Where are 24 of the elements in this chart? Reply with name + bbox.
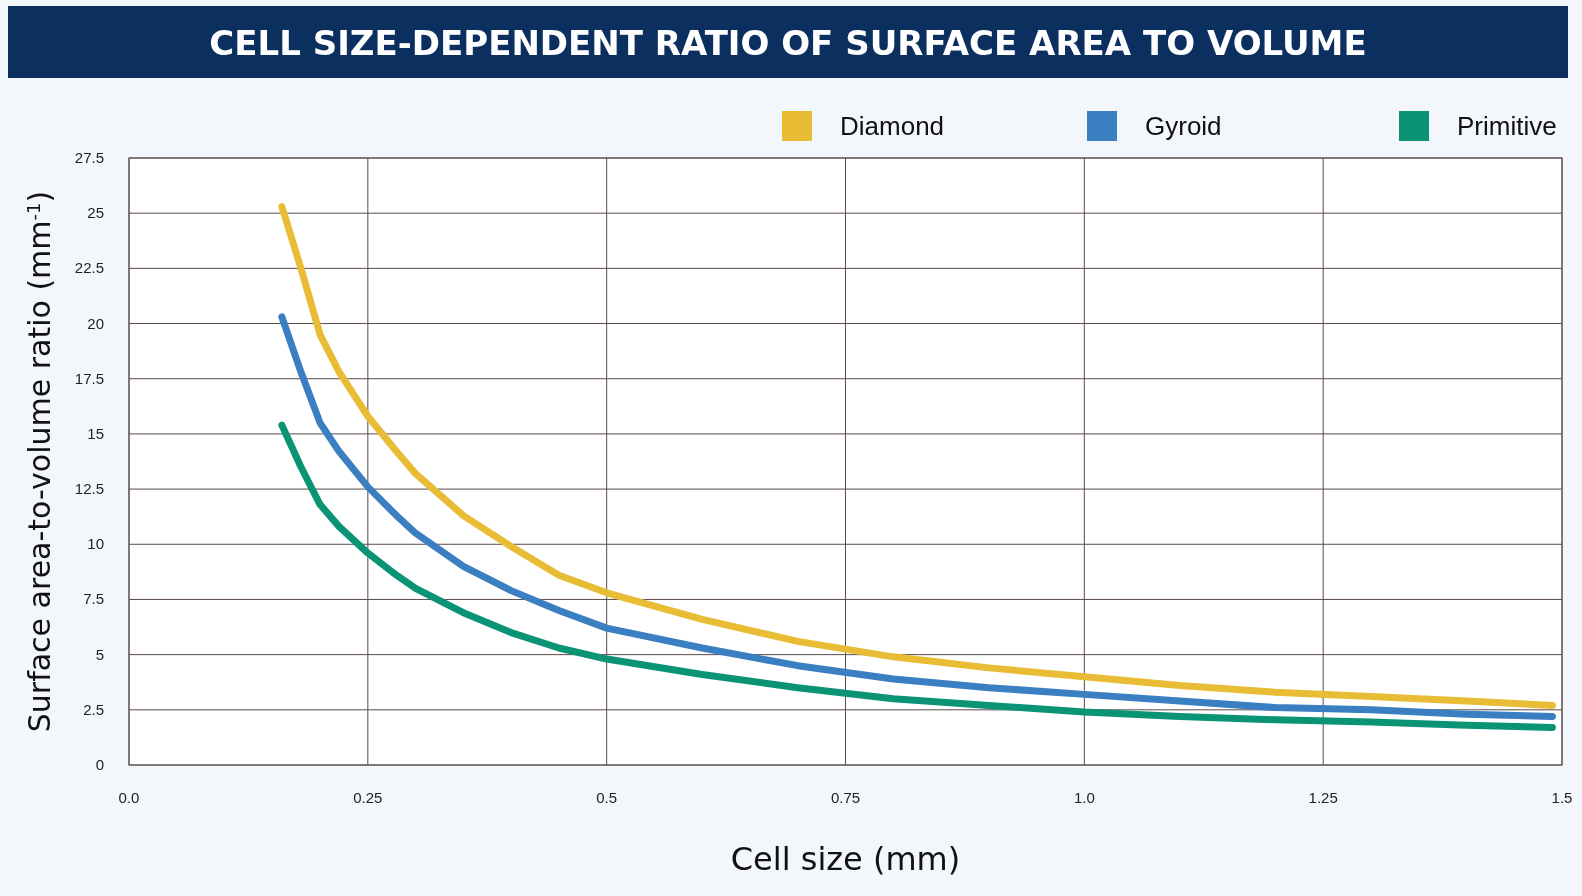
y-tick-label: 15 — [87, 424, 104, 442]
x-axis-title: Cell size (mm) — [730, 840, 961, 878]
legend-label: Gyroid — [1145, 111, 1222, 141]
x-tick-label: 0.0 — [118, 789, 140, 806]
x-tick-label: 1.5 — [1551, 789, 1573, 806]
chart-title: CELL SIZE-DEPENDENT RATIO OF SURFACE AREA TO VOLUME — [209, 23, 1367, 63]
y-tick-label: 0 — [95, 756, 104, 773]
x-tick-label: 0.5 — [596, 789, 618, 806]
x-tick-label: 0.75 — [830, 789, 861, 806]
legend-label: Primitive — [1457, 111, 1557, 141]
legend-label: Diamond — [840, 111, 945, 141]
x-tick-label: 0.25 — [353, 789, 383, 806]
x-tick-label: 1.0 — [1073, 789, 1095, 806]
y-tick-label: 5 — [95, 645, 104, 663]
y-tick-label: 2.5 — [83, 700, 104, 718]
y-tick-label: 12.5 — [74, 480, 104, 498]
y-tick-label: 22.5 — [74, 259, 104, 277]
y-tick-label: 20 — [87, 314, 104, 332]
y-tick-label: 27.5 — [74, 149, 104, 166]
x-tick-label: 1.25 — [1308, 789, 1338, 806]
y-tick-label: 7.5 — [83, 590, 104, 608]
y-tick-label: 25 — [87, 204, 104, 222]
y-tick-label: 10 — [87, 535, 104, 553]
y-tick-label: 17.5 — [74, 369, 104, 387]
